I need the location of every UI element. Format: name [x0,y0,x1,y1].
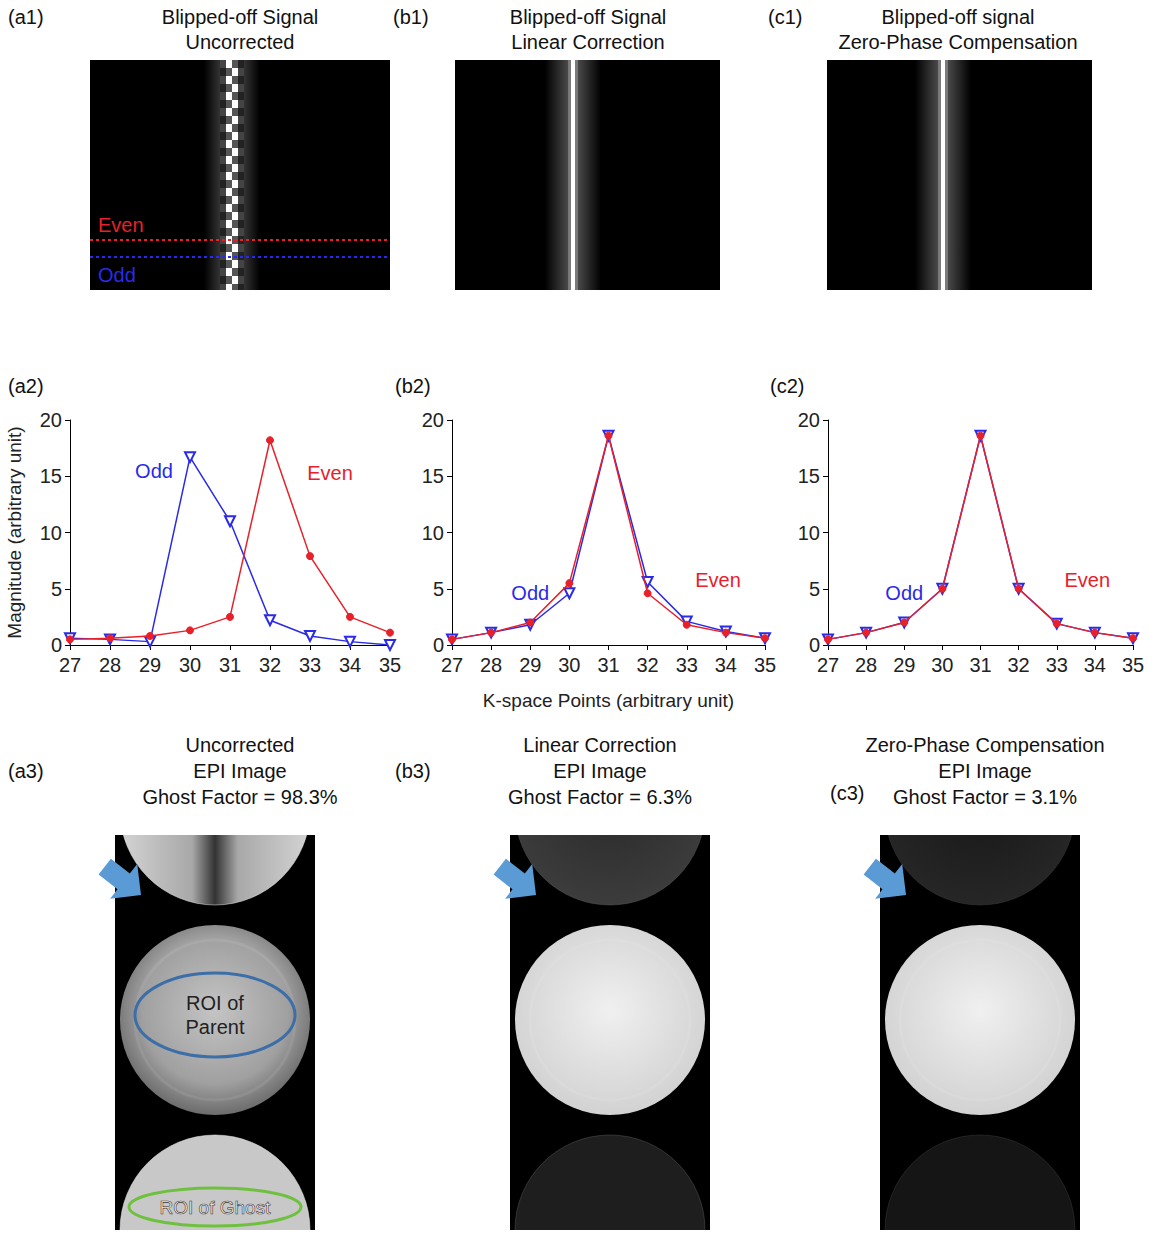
svg-text:35: 35 [754,654,776,676]
svg-text:35: 35 [379,654,401,676]
svg-text:5: 5 [809,578,820,600]
svg-text:28: 28 [480,654,502,676]
svg-text:29: 29 [893,654,915,676]
svg-text:15: 15 [798,465,820,487]
svg-text:Uncorrected: Uncorrected [186,31,295,53]
svg-text:5: 5 [433,578,444,600]
svg-text:Even: Even [695,569,741,591]
svg-text:Odd: Odd [135,460,173,482]
svg-text:32: 32 [259,654,281,676]
svg-text:Even: Even [307,462,353,484]
svg-text:Blipped-off signal: Blipped-off signal [881,6,1034,28]
svg-text:34: 34 [339,654,361,676]
svg-text:Zero-Phase Compensation: Zero-Phase Compensation [838,31,1077,53]
svg-text:15: 15 [40,465,62,487]
svg-text:Blipped-off Signal: Blipped-off Signal [510,6,666,28]
svg-text:10: 10 [798,522,820,544]
svg-text:32: 32 [1008,654,1030,676]
svg-text:0: 0 [809,634,820,656]
svg-text:29: 29 [139,654,161,676]
svg-text:31: 31 [597,654,619,676]
svg-text:34: 34 [1084,654,1106,676]
svg-text:Linear Correction: Linear Correction [511,31,664,53]
svg-text:(a3): (a3) [8,760,44,782]
svg-text:28: 28 [855,654,877,676]
svg-text:Linear Correction: Linear Correction [523,734,676,756]
svg-text:Magnitude (arbitrary unit): Magnitude (arbitrary unit) [4,426,25,638]
svg-text:(b1): (b1) [393,6,429,28]
svg-text:EPI Image: EPI Image [553,760,646,782]
svg-text:33: 33 [299,654,321,676]
svg-text:5: 5 [51,578,62,600]
svg-text:34: 34 [715,654,737,676]
svg-text:30: 30 [179,654,201,676]
svg-text:Parent: Parent [186,1016,245,1038]
svg-text:(a2): (a2) [8,375,44,397]
svg-text:Blipped-off Signal: Blipped-off Signal [162,6,318,28]
svg-text:0: 0 [433,634,444,656]
svg-text:Odd: Odd [885,582,923,604]
svg-text:27: 27 [817,654,839,676]
svg-text:ROI of Ghost: ROI of Ghost [160,1197,272,1218]
svg-text:Even: Even [1064,569,1110,591]
svg-text:Uncorrected: Uncorrected [186,734,295,756]
svg-text:(c3): (c3) [830,782,864,804]
svg-text:Even: Even [98,214,144,236]
svg-text:Ghost Factor = 98.3%: Ghost Factor = 98.3% [142,786,337,808]
svg-text:15: 15 [422,465,444,487]
svg-text:EPI Image: EPI Image [938,760,1031,782]
svg-text:30: 30 [558,654,580,676]
svg-text:31: 31 [219,654,241,676]
svg-text:20: 20 [422,409,444,431]
svg-text:27: 27 [59,654,81,676]
svg-text:32: 32 [637,654,659,676]
svg-text:K-space Points (arbitrary unit: K-space Points (arbitrary unit) [483,690,734,711]
svg-text:Ghost Factor = 3.1%: Ghost Factor = 3.1% [893,786,1077,808]
svg-text:29: 29 [519,654,541,676]
svg-text:10: 10 [422,522,444,544]
svg-text:0: 0 [51,634,62,656]
svg-text:30: 30 [931,654,953,676]
svg-text:Odd: Odd [511,582,549,604]
svg-text:(b2): (b2) [395,375,431,397]
svg-text:28: 28 [99,654,121,676]
svg-text:Zero-Phase Compensation: Zero-Phase Compensation [865,734,1104,756]
svg-text:(b3): (b3) [395,760,431,782]
svg-text:33: 33 [1046,654,1068,676]
svg-text:20: 20 [798,409,820,431]
svg-text:20: 20 [40,409,62,431]
svg-text:33: 33 [676,654,698,676]
svg-text:Odd: Odd [98,264,136,286]
svg-text:(c1): (c1) [768,6,802,28]
svg-text:31: 31 [969,654,991,676]
svg-text:10: 10 [40,522,62,544]
svg-text:ROI of: ROI of [186,992,244,1014]
svg-text:EPI Image: EPI Image [193,760,286,782]
svg-text:27: 27 [441,654,463,676]
svg-text:(a1): (a1) [8,6,44,28]
svg-text:35: 35 [1122,654,1144,676]
svg-text:Ghost Factor = 6.3%: Ghost Factor = 6.3% [508,786,692,808]
svg-text:(c2): (c2) [770,375,804,397]
